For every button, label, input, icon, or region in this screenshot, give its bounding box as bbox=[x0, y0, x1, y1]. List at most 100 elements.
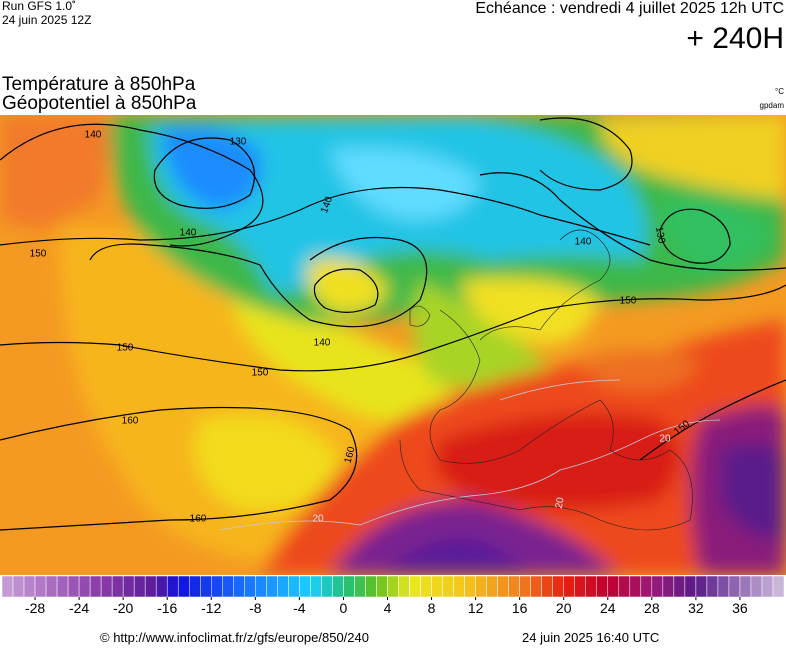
colorbar-swatch bbox=[508, 575, 520, 598]
colorbar-swatch bbox=[761, 575, 774, 598]
colorbar-swatch bbox=[475, 575, 487, 598]
colorbar-swatch bbox=[1, 575, 14, 598]
colorbar-swatch bbox=[222, 575, 234, 598]
colorbar-tick-label: -28 bbox=[25, 600, 45, 616]
footer-url: © http://www.infoclimat.fr/z/gfs/europe/… bbox=[100, 630, 369, 645]
contour-label: 140 bbox=[180, 228, 197, 239]
colorbar-swatch bbox=[519, 575, 531, 598]
colorbar-tick-label: -24 bbox=[69, 600, 89, 616]
colorbar-swatch bbox=[233, 575, 245, 598]
colorbar-swatch bbox=[255, 575, 267, 598]
contour-label: 150 bbox=[620, 296, 637, 307]
colorbar-swatch bbox=[464, 575, 476, 598]
colorbar-swatch bbox=[211, 575, 223, 598]
contour-label: 150 bbox=[30, 249, 47, 260]
colorbar-swatch bbox=[728, 575, 741, 598]
colorbar-swatch bbox=[89, 575, 102, 598]
colorbar-swatch bbox=[706, 575, 719, 598]
colorbar-swatch bbox=[772, 575, 785, 598]
run-date: 24 juin 2025 12Z bbox=[2, 13, 91, 27]
coastlines bbox=[399, 229, 693, 531]
colorbar-tick-label: 16 bbox=[512, 600, 528, 616]
colorbar-tick-label: -12 bbox=[201, 600, 221, 616]
colorbar-swatch bbox=[277, 575, 289, 598]
contour-label: 140 bbox=[575, 237, 592, 248]
colorbar-swatch bbox=[563, 575, 575, 598]
colorbar-swatch bbox=[486, 575, 498, 598]
unit-temp: °C bbox=[775, 87, 784, 96]
contour-label: 130 bbox=[653, 226, 667, 245]
title-temp: Température à 850hPa bbox=[2, 74, 196, 95]
contour-label: 160 bbox=[190, 514, 207, 525]
colorbar-swatch bbox=[398, 575, 410, 598]
colorbar-swatch bbox=[684, 575, 697, 598]
colorbar-swatch bbox=[321, 575, 333, 598]
colorbar-tick-label: 20 bbox=[556, 600, 572, 616]
colorbar-swatch bbox=[552, 575, 564, 598]
contour-label: 20 bbox=[554, 496, 567, 509]
colorbar-swatch bbox=[607, 575, 620, 598]
colorbar-swatch bbox=[67, 575, 80, 598]
colorbar-swatch bbox=[122, 575, 135, 598]
contour-label: 150 bbox=[117, 343, 134, 354]
colorbar-swatch bbox=[629, 575, 642, 598]
unit-geo: gpdam bbox=[760, 101, 785, 110]
colorbar-swatch bbox=[695, 575, 708, 598]
contour-label: 20 bbox=[312, 514, 324, 525]
colorbar-swatch bbox=[177, 575, 190, 598]
contour-label: 130 bbox=[230, 137, 247, 148]
colorbar-swatch bbox=[717, 575, 730, 598]
colorbar-swatch bbox=[420, 575, 432, 598]
valid-time: Echéance : vendredi 4 juillet 2025 12h U… bbox=[475, 0, 784, 17]
colorbar-swatch bbox=[651, 575, 664, 598]
colorbar-swatch bbox=[266, 575, 278, 598]
colorbar-tick-label: 24 bbox=[600, 600, 616, 616]
colorbar-swatch bbox=[144, 575, 157, 598]
colorbar-tick-label: 4 bbox=[384, 600, 392, 616]
colorbar-swatch bbox=[585, 575, 598, 598]
colorbar-tick-label: -4 bbox=[293, 600, 306, 616]
colorbar-swatch bbox=[12, 575, 25, 598]
colorbar-tick-label: -20 bbox=[113, 600, 133, 616]
colorbar-swatch bbox=[596, 575, 609, 598]
colorbar-swatch bbox=[453, 575, 465, 598]
colorbar-swatch bbox=[739, 575, 752, 598]
colorbar-swatch bbox=[310, 575, 322, 598]
isotherms bbox=[219, 379, 721, 531]
colorbar-swatch bbox=[155, 575, 168, 598]
title-geo: Géopotentiel à 850hPa bbox=[2, 93, 197, 114]
colorbar-swatch bbox=[618, 575, 631, 598]
colorbar-swatch bbox=[200, 575, 212, 598]
colorbar-swatch bbox=[23, 575, 36, 598]
colorbar-swatch bbox=[56, 575, 69, 598]
colorbar-tick-label: 32 bbox=[688, 600, 704, 616]
colorbar-swatch bbox=[100, 575, 113, 598]
contour-label: 150 bbox=[252, 368, 269, 379]
colorbar-swatch bbox=[376, 575, 388, 598]
colorbar-tick-label: 0 bbox=[340, 600, 348, 616]
colorbar-swatch bbox=[343, 575, 355, 598]
colorbar-swatch bbox=[111, 575, 124, 598]
run-label: Run GFS 1.0˚ bbox=[2, 0, 76, 13]
colorbar: -28 -24 -20 -16 -12 -8 -4 0 4 8 12 16 20 24 28 32 36 bbox=[1, 575, 785, 616]
colorbar-swatch bbox=[166, 575, 179, 598]
colorbar-swatch bbox=[431, 575, 443, 598]
colorbar-swatch bbox=[244, 575, 256, 598]
geopotential-contours bbox=[0, 117, 786, 531]
contour-label: 160 bbox=[343, 445, 358, 464]
colorbar-swatch bbox=[299, 575, 311, 598]
colorbar-swatch bbox=[45, 575, 58, 598]
colorbar-swatch bbox=[332, 575, 344, 598]
colorbar-swatch bbox=[409, 575, 421, 598]
contour-label: 140 bbox=[314, 338, 331, 349]
colorbar-swatch bbox=[530, 575, 542, 598]
colorbar-swatch bbox=[288, 575, 300, 598]
colorbar-swatch bbox=[188, 575, 201, 598]
colorbar-tick-label: 12 bbox=[468, 600, 484, 616]
colorbar-tick-label: -8 bbox=[249, 600, 262, 616]
colorbar-swatch bbox=[34, 575, 47, 598]
colorbar-tick-label: 28 bbox=[644, 600, 660, 616]
lead-time: + 240H bbox=[686, 22, 784, 55]
colorbar-tick-label: 8 bbox=[428, 600, 436, 616]
